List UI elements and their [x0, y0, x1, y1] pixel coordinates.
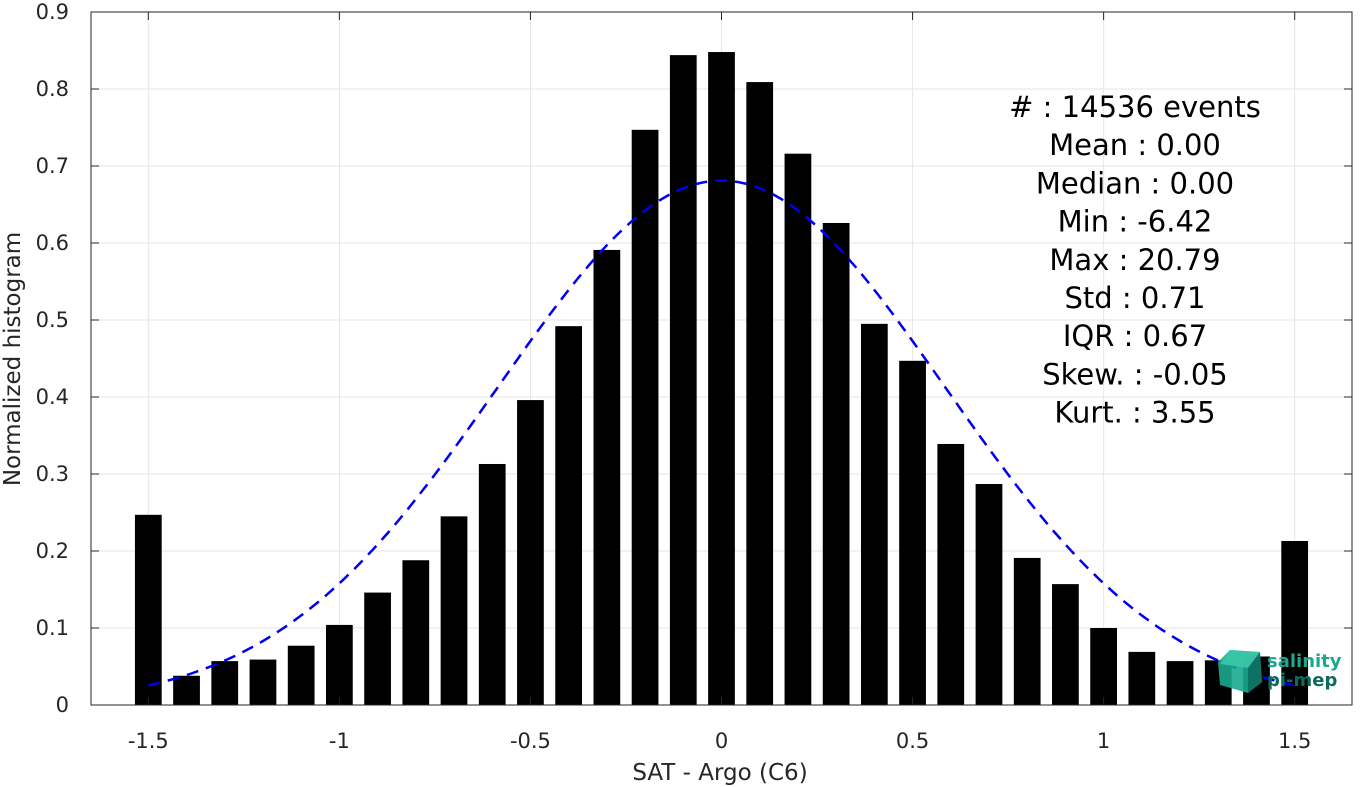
- x-tick-label: 1.5: [1278, 729, 1311, 753]
- histogram-bar: [1166, 661, 1194, 705]
- histogram-bar: [1128, 651, 1156, 705]
- statistics-box: # : 14536 events Mean : 0.00 Median : 0.00…: [1009, 90, 1261, 430]
- histogram-bar: [326, 624, 353, 705]
- stat-line: Median : 0.00: [1036, 166, 1234, 200]
- y-axis-label: Normalized histogram: [0, 232, 26, 486]
- histogram-bar: [211, 661, 239, 705]
- histogram-bar: [593, 249, 621, 705]
- x-tick-label: 0.5: [896, 729, 929, 753]
- x-tick-label: 1: [1097, 729, 1110, 753]
- histogram-bar: [1052, 584, 1079, 705]
- cube-logo-icon: [1218, 650, 1262, 693]
- logo-text-line2: pi-mep: [1267, 670, 1337, 691]
- histogram-bar: [631, 129, 659, 705]
- y-tick-label: 0.2: [36, 539, 69, 563]
- histogram-bar: [173, 675, 200, 705]
- gaussian-fit: [148, 179, 1295, 687]
- y-tick-label: 0.5: [36, 308, 69, 332]
- histogram-bar: [784, 153, 812, 705]
- y-tick-label: 0: [56, 693, 69, 717]
- y-tick-label: 0.3: [36, 462, 69, 486]
- histogram-bar: [975, 484, 1003, 705]
- stat-line: Kurt. : 3.55: [1054, 396, 1215, 430]
- y-tick-label: 0.8: [36, 77, 69, 101]
- histogram-bar: [669, 55, 697, 706]
- y-tick-label: 0.4: [36, 385, 69, 409]
- histogram-bar: [555, 326, 583, 705]
- histogram-bar: [708, 52, 735, 706]
- x-tick-label: -1.5: [128, 729, 169, 753]
- histogram-bar: [899, 360, 926, 705]
- histogram-bar: [1013, 557, 1041, 705]
- y-tick-label: 0.9: [36, 0, 69, 24]
- gaussian-fit-line: [148, 179, 1295, 687]
- histogram-bar: [402, 560, 430, 705]
- histogram-bar: [937, 443, 965, 705]
- histogram-bar: [746, 82, 774, 705]
- histogram-bar: [517, 400, 544, 705]
- stat-line: Min : -6.42: [1058, 205, 1213, 239]
- salinity-pimep-logo: salinity pi-mep: [1218, 650, 1342, 693]
- y-tick-label: 0.6: [36, 231, 69, 255]
- histogram-bar: [1090, 628, 1117, 705]
- stat-line: Skew. : -0.05: [1042, 357, 1228, 391]
- histogram-bar: [1281, 540, 1309, 705]
- stat-line: Mean : 0.00: [1049, 128, 1221, 162]
- histogram-bar: [822, 222, 850, 706]
- logo-text-line1: salinity: [1267, 651, 1342, 672]
- stat-line: Std : 0.71: [1065, 281, 1206, 315]
- histogram-bar: [134, 514, 162, 705]
- x-tick-label: -1: [329, 729, 350, 753]
- stat-line: # : 14536 events: [1009, 90, 1261, 124]
- histogram-bar: [440, 516, 468, 705]
- histogram-bar: [478, 463, 506, 705]
- x-tick-label: -0.5: [510, 729, 551, 753]
- histogram-bar: [364, 592, 391, 705]
- y-tick-label: 0.7: [36, 154, 69, 178]
- x-tick-label: 0: [715, 729, 728, 753]
- histogram-bar: [249, 659, 277, 705]
- histogram-bars: [134, 52, 1309, 706]
- y-tick-label: 0.1: [36, 616, 69, 640]
- histogram-bar: [287, 645, 315, 705]
- x-axis-ticks: -1.5 -1 -0.5 0 0.5 1 1.5: [128, 12, 1311, 753]
- y-axis-ticks: 0 0.1 0.2 0.3 0.4 0.5 0.6 0.7 0.8 0.9: [36, 0, 1352, 717]
- histogram-bar: [860, 323, 888, 705]
- stat-line: IQR : 0.67: [1063, 319, 1207, 353]
- x-axis-label: SAT - Argo (C6): [632, 760, 807, 786]
- stat-line: Max : 20.79: [1049, 243, 1220, 277]
